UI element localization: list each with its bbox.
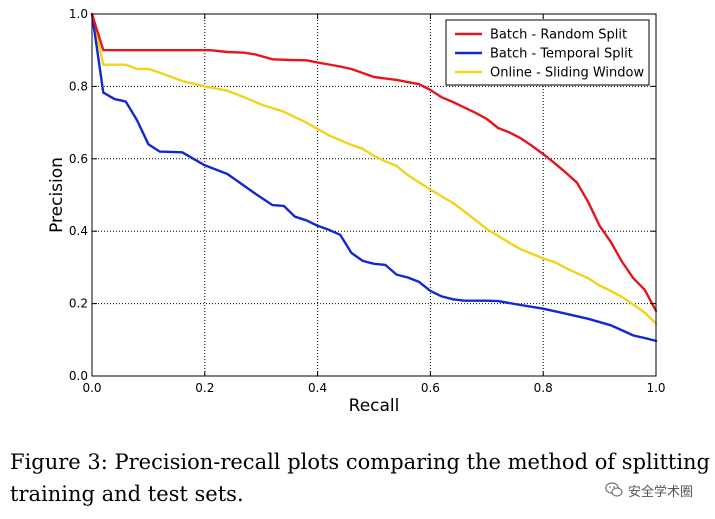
y-tick-label: 0.6 [69, 152, 88, 166]
x-tick-label: 0.0 [82, 381, 101, 395]
y-tick-label: 0.8 [69, 79, 88, 93]
legend-label-batch-temporal-split: Batch - Temporal Split [490, 47, 633, 62]
series-line-batch-random-split [90, 12, 658, 312]
series-lines [90, 12, 658, 343]
axis-ticks: 0.0 0.2 0.4 0.6 0.8 1.0 0.0 0.2 0.4 0.6 0.8 1.0 [69, 7, 666, 395]
watermark-text: 安全学术圈 [627, 484, 693, 500]
legend-label-batch-random-split: Batch - Random Split [490, 28, 627, 43]
watermark: 安全学术圈 [605, 478, 693, 502]
y-tick-label: 0.2 [69, 297, 88, 311]
x-tick-label: 0.2 [195, 381, 214, 395]
series-line-batch-temporal-split [90, 12, 658, 343]
legend: Batch - Random Split Batch - Temporal Spl… [445, 19, 650, 86]
x-tick-label: 1.0 [646, 381, 665, 395]
plot-frame [91, 13, 657, 377]
y-axis-label: Precision [47, 157, 67, 233]
y-tick-label: 0.4 [69, 224, 88, 238]
x-tick-label: 0.4 [308, 381, 327, 395]
series-line-online-sliding-window [90, 12, 658, 325]
x-axis-label: Recall [349, 396, 400, 416]
figure-caption: Figure 3: Precision-recall plots compari… [10, 450, 711, 506]
y-tick-label: 1.0 [69, 7, 88, 21]
wechat-icon [605, 482, 623, 497]
legend-label-online-sliding-window: Online - Sliding Window [490, 66, 644, 81]
precision-recall-figure: 0.0 0.2 0.4 0.6 0.8 1.0 0.0 0.2 0.4 0.6 0.8 1.0 Rec… [47, 7, 666, 416]
precision-recall-chart: 0.0 0.2 0.4 0.6 0.8 1.0 0.0 0.2 0.4 0.6 0.8 1.0 Rec… [47, 7, 666, 416]
y-tick-label: 0.0 [69, 369, 88, 383]
x-tick-label: 0.8 [534, 381, 553, 395]
x-tick-label: 0.6 [421, 381, 440, 395]
